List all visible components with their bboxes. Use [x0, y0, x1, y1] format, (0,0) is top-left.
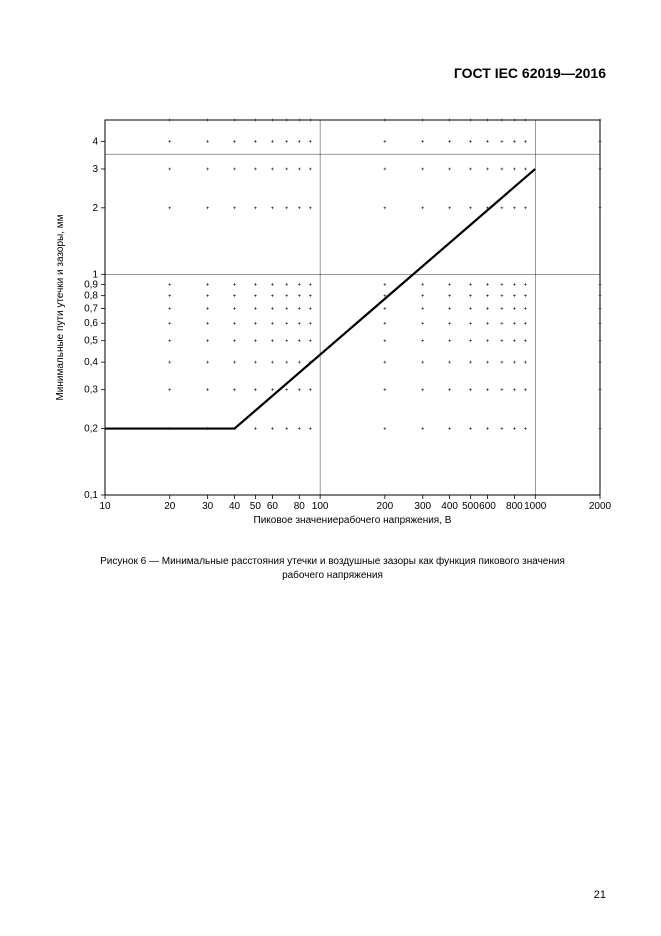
svg-text:40: 40: [229, 501, 241, 512]
svg-text:30: 30: [202, 501, 214, 512]
svg-text:4: 4: [92, 136, 98, 147]
svg-text:Минимальные пути утечки и зазо: Минимальные пути утечки и зазоры, мм: [55, 214, 66, 400]
svg-text:0,8: 0,8: [84, 291, 98, 302]
svg-text:0,2: 0,2: [84, 424, 98, 435]
svg-text:20: 20: [164, 501, 176, 512]
document-header: ГОСТ IEC 62019—2016: [454, 65, 606, 81]
svg-text:80: 80: [294, 501, 306, 512]
svg-text:400: 400: [441, 501, 458, 512]
svg-text:0,7: 0,7: [84, 303, 98, 314]
svg-text:10: 10: [99, 501, 111, 512]
svg-text:0,9: 0,9: [84, 279, 98, 290]
svg-text:500: 500: [462, 501, 479, 512]
figure-caption: Рисунок 6 — Минимальные расстояния утечк…: [45, 555, 620, 582]
caption-line-1: Рисунок 6 — Минимальные расстояния утечк…: [100, 556, 565, 567]
svg-text:800: 800: [506, 501, 523, 512]
svg-text:2: 2: [92, 203, 98, 214]
svg-text:50: 50: [250, 501, 262, 512]
svg-text:3: 3: [92, 164, 98, 175]
caption-line-2: рабочего напряжения: [282, 570, 383, 581]
svg-text:60: 60: [267, 501, 279, 512]
page-number: 21: [594, 889, 606, 901]
svg-text:2000: 2000: [589, 501, 612, 512]
svg-text:0,4: 0,4: [84, 357, 98, 368]
svg-text:300: 300: [414, 501, 431, 512]
svg-text:100: 100: [312, 501, 329, 512]
clearance-chart: 10 20 30 40 50 60 80 100 200 300 400 500600 8001000 2…: [45, 110, 620, 540]
svg-text:1: 1: [92, 269, 98, 280]
svg-text:200: 200: [377, 501, 394, 512]
svg-text:Пиковое значениерабочего напря: Пиковое значениерабочего напряжения, В: [254, 514, 452, 526]
svg-text:0,6: 0,6: [84, 318, 98, 329]
chart-svg: 10 20 30 40 50 60 80 100 200 300 400 500600 8001000 2…: [45, 110, 620, 540]
svg-text:0,5: 0,5: [84, 336, 98, 347]
svg-text:1000: 1000: [524, 501, 547, 512]
svg-text:600: 600: [479, 501, 496, 512]
svg-text:0,3: 0,3: [84, 385, 98, 396]
svg-text:0,1: 0,1: [84, 490, 98, 501]
